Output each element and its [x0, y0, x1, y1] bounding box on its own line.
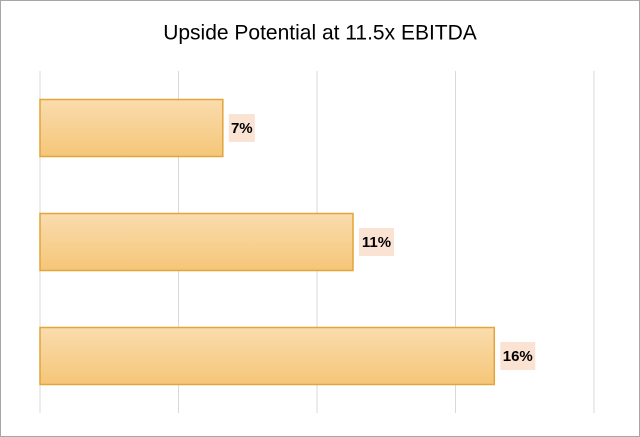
- data-label-box: [359, 228, 395, 256]
- data-label-box: [228, 114, 255, 142]
- data-label: 11%: [362, 234, 391, 251]
- data-label: 16%: [503, 348, 533, 365]
- bar: [39, 212, 354, 272]
- bar: [39, 326, 496, 386]
- bar: [39, 98, 224, 158]
- chart-title: Upside Potential at 11.5x EBITDA: [163, 22, 477, 45]
- data-label: 7%: [231, 120, 253, 137]
- data-label-box: [500, 342, 536, 370]
